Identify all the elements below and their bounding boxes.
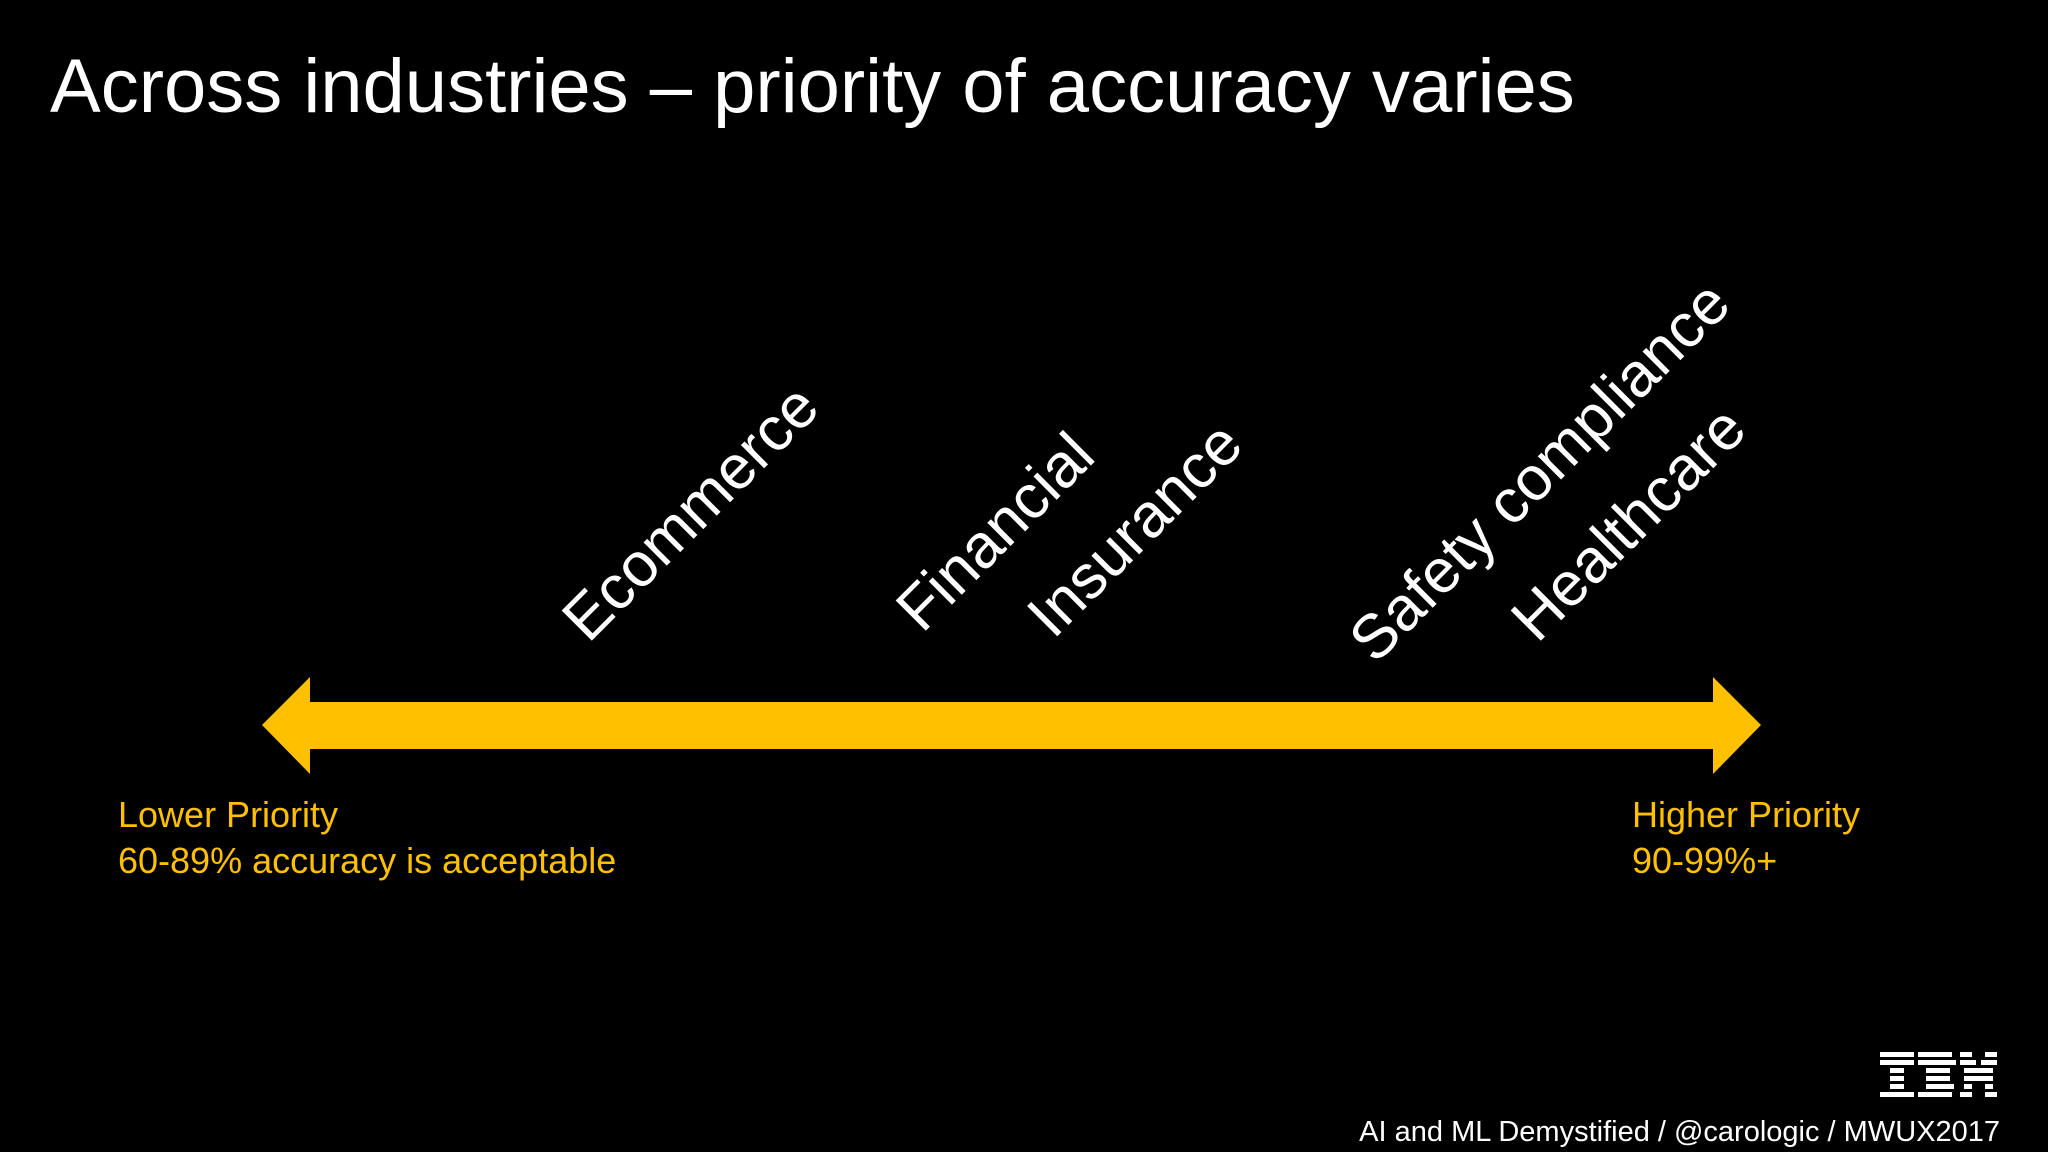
higher-priority-detail: 90-99%+ <box>1632 840 1778 881</box>
higher-priority-label: Higher Priority 90-99%+ <box>1632 792 1860 884</box>
slide-title: Across industries – priority of accuracy… <box>50 44 1575 129</box>
lower-priority-title: Lower Priority <box>118 794 339 835</box>
higher-priority-title: Higher Priority <box>1632 794 1861 835</box>
ibm-logo <box>1880 1052 1997 1097</box>
lower-priority-label: Lower Priority 60-89% accuracy is accept… <box>118 792 616 884</box>
lower-priority-detail: 60-89% accuracy is acceptable <box>118 840 617 881</box>
footer-credit: AI and ML Demystified / @carologic / MWU… <box>1359 1116 2000 1148</box>
